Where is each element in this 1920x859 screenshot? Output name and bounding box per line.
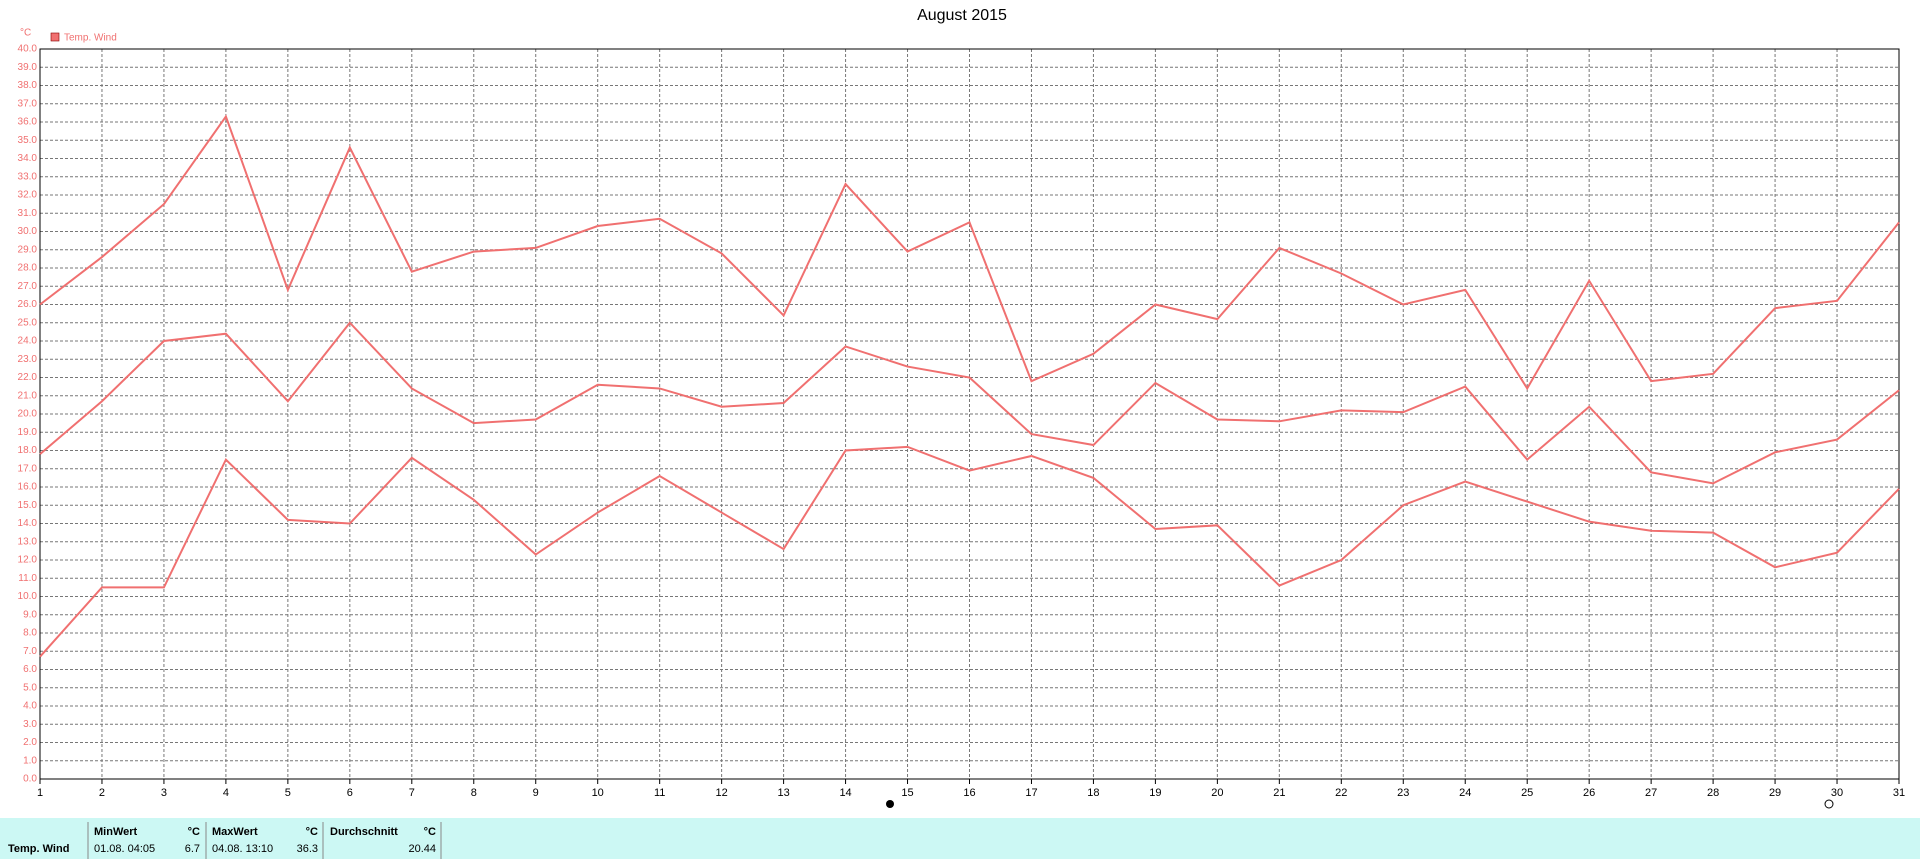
y-tick-label: 23.0 (18, 354, 38, 365)
y-tick-label: 32.0 (18, 190, 38, 201)
legend-label: Temp. Wind (64, 33, 117, 44)
moon-icon (1824, 799, 1834, 809)
stats-bar (0, 818, 1920, 859)
y-tick-label: 26.0 (18, 299, 38, 310)
y-tick-label: 4.0 (23, 701, 37, 712)
y-tick-label: 3.0 (23, 719, 37, 730)
y-tick-label: 15.0 (18, 500, 38, 511)
x-tick-label: 11 (654, 787, 665, 799)
y-tick-label: 12.0 (18, 555, 38, 566)
y-tick-label: 17.0 (18, 463, 38, 474)
y-tick-label: 29.0 (18, 244, 38, 255)
y-tick-label: 11.0 (18, 573, 37, 584)
y-axis-label: °C (20, 28, 31, 39)
y-tick-label: 27.0 (18, 281, 38, 292)
y-tick-label: 37.0 (18, 98, 38, 109)
x-tick-label: 8 (471, 787, 477, 799)
y-tick-label: 8.0 (23, 628, 37, 639)
x-tick-label: 13 (777, 787, 789, 799)
y-tick-label: 28.0 (18, 263, 38, 274)
table-header: °C (306, 826, 318, 838)
table-cell: 04.08. 13:10 (212, 843, 273, 855)
x-tick-label: 28 (1707, 787, 1719, 799)
x-tick-label: 10 (592, 787, 604, 799)
table-cell: 01.08. 04:05 (94, 843, 155, 855)
y-tick-label: 39.0 (18, 62, 38, 73)
table-header: Durchschnitt (330, 826, 398, 838)
x-tick-label: 20 (1211, 787, 1223, 799)
x-tick-label: 15 (901, 787, 913, 799)
table-header: °C (424, 826, 436, 838)
x-tick-label: 4 (223, 787, 229, 799)
y-tick-label: 34.0 (18, 153, 38, 164)
data-line (39, 114, 1900, 391)
x-tick-label: 5 (285, 787, 291, 799)
y-tick-label: 30.0 (18, 226, 38, 237)
x-tick-label: 29 (1769, 787, 1781, 799)
y-tick-label: 2.0 (23, 737, 37, 748)
x-tick-label: 24 (1459, 787, 1471, 799)
x-tick-label: 31 (1893, 787, 1905, 799)
plot-frame (39, 48, 1900, 780)
y-tick-label: 35.0 (18, 135, 38, 146)
table-header: MaxWert (212, 826, 258, 838)
y-tick-label: 24.0 (18, 336, 38, 347)
x-tick-label: 6 (347, 787, 353, 799)
y-tick-label: 18.0 (18, 445, 38, 456)
sun-icon (886, 800, 894, 808)
y-tick-label: 10.0 (18, 591, 38, 602)
y-tick-label: 22.0 (18, 372, 38, 383)
x-tick-label: 9 (533, 787, 539, 799)
x-tick-label: 3 (161, 787, 167, 799)
y-tick-label: 1.0 (23, 755, 37, 766)
y-tick-label: 38.0 (18, 80, 38, 91)
y-tick-label: 21.0 (18, 390, 38, 401)
table-header: MinWert (94, 826, 138, 838)
chart-title: August 2015 (917, 7, 1007, 24)
y-tick-label: 20.0 (18, 409, 38, 420)
y-tick-label: 14.0 (18, 518, 38, 529)
y-tick-label: 7.0 (23, 646, 37, 657)
x-tick-label: 17 (1025, 787, 1037, 799)
x-tick-label: 27 (1645, 787, 1657, 799)
x-tick-label: 19 (1149, 787, 1161, 799)
y-tick-label: 31.0 (18, 208, 38, 219)
table-cell: Temp. Wind (8, 843, 69, 855)
y-tick-label: 6.0 (23, 664, 37, 675)
y-tick-label: 0.0 (23, 774, 37, 785)
x-tick-label: 23 (1397, 787, 1409, 799)
legend-swatch (50, 32, 60, 42)
y-tick-label: 33.0 (18, 171, 38, 182)
table-header: °C (188, 826, 200, 838)
y-tick-label: 16.0 (18, 482, 38, 493)
x-tick-label: 25 (1521, 787, 1533, 799)
data-line (39, 321, 1900, 485)
x-tick-label: 21 (1273, 787, 1285, 799)
x-tick-label: 26 (1583, 787, 1595, 799)
y-tick-label: 40.0 (18, 44, 38, 55)
y-tick-label: 36.0 (18, 117, 38, 128)
table-cell: 20.44 (408, 843, 436, 855)
x-tick-label: 1 (37, 787, 43, 799)
data-line (39, 445, 1900, 658)
x-tick-label: 12 (716, 787, 728, 799)
table-cell: 36.3 (297, 843, 318, 855)
table-cell: 6.7 (185, 843, 200, 855)
x-tick-label: 22 (1335, 787, 1347, 799)
y-tick-label: 25.0 (18, 317, 38, 328)
x-tick-label: 16 (963, 787, 975, 799)
x-tick-label: 2 (99, 787, 105, 799)
y-tick-label: 13.0 (18, 536, 38, 547)
x-tick-label: 14 (839, 787, 851, 799)
x-tick-label: 7 (409, 787, 415, 799)
y-tick-label: 9.0 (23, 609, 37, 620)
y-tick-label: 19.0 (18, 427, 38, 438)
x-tick-label: 18 (1087, 787, 1099, 799)
y-tick-label: 5.0 (23, 682, 37, 693)
x-tick-label: 30 (1831, 787, 1843, 799)
